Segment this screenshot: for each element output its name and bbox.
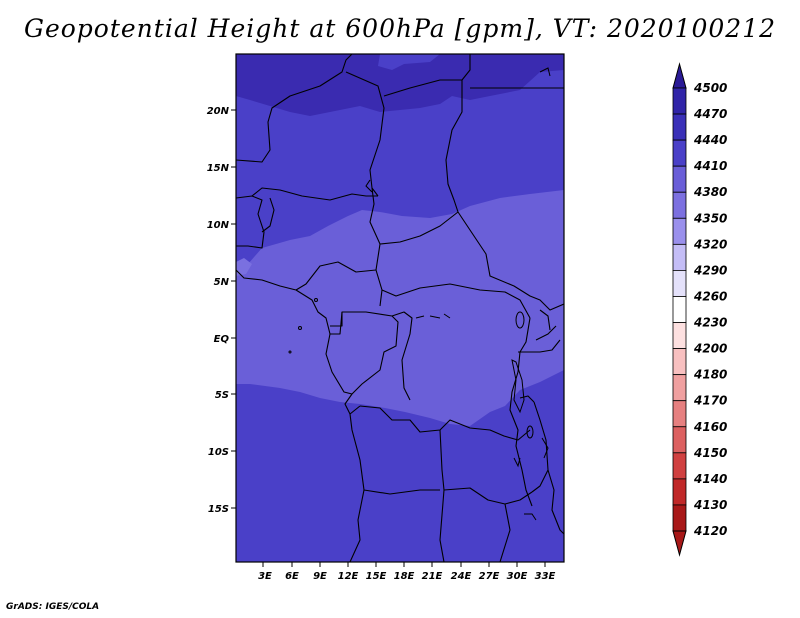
x-tick-label: 9E bbox=[313, 571, 327, 582]
x-tick-label: 33E bbox=[535, 571, 556, 582]
x-tick-label: 15E bbox=[366, 571, 387, 582]
colorbar-label: 4320 bbox=[693, 237, 727, 251]
colorbar-segment bbox=[672, 113, 687, 141]
y-tick-label: 5N bbox=[214, 277, 230, 288]
colorbar-segment bbox=[672, 478, 687, 506]
y-tick-label: 5S bbox=[215, 390, 229, 401]
colorbar-segment bbox=[672, 165, 687, 193]
footer-credit: GrADS: IGES/COLA bbox=[6, 602, 100, 612]
colorbar-segment bbox=[672, 348, 687, 376]
x-tick-label: 18E bbox=[394, 571, 415, 582]
colorbar-segment bbox=[672, 452, 687, 480]
x-axis: 3E 6E 9E 12E 15E 18E 21E 24E 27E 30E 33E bbox=[258, 562, 556, 582]
colorbar-label: 4500 bbox=[693, 81, 727, 95]
colorbar-segment bbox=[672, 504, 687, 532]
contour-band-4380 bbox=[236, 258, 252, 276]
country-borders bbox=[236, 54, 564, 562]
colorbar-segment bbox=[672, 243, 687, 271]
colorbar-segment bbox=[672, 374, 687, 402]
colorbar-label: 4140 bbox=[693, 472, 727, 486]
y-axis: 20N 15N 10N 5N EQ 5S 10S 15S bbox=[207, 106, 236, 515]
x-tick-label: 3E bbox=[258, 571, 272, 582]
colorbar-label: 4380 bbox=[693, 185, 727, 199]
y-tick-label: EQ bbox=[214, 334, 230, 345]
colorbar-label: 4260 bbox=[693, 289, 727, 303]
x-tick-label: 6E bbox=[285, 571, 299, 582]
colorbar-segment bbox=[672, 139, 687, 167]
y-tick-label: 15S bbox=[208, 504, 229, 515]
colorbar-label: 4130 bbox=[693, 498, 727, 512]
colorbar-label: 4230 bbox=[693, 316, 727, 330]
geopotential-field bbox=[236, 54, 564, 562]
colorbar-label: 4180 bbox=[693, 368, 727, 382]
colorbar-label: 4160 bbox=[693, 420, 727, 434]
y-tick-label: 10S bbox=[208, 447, 229, 458]
colorbar-segment bbox=[672, 87, 687, 115]
colorbar-segment bbox=[672, 296, 687, 323]
colorbar-label: 4200 bbox=[693, 342, 727, 356]
map-title: Geopotential Height at 600hPa [gpm], VT:… bbox=[23, 14, 777, 43]
colorbar-label: 4410 bbox=[693, 159, 727, 173]
x-tick-label: 21E bbox=[422, 571, 443, 582]
colorbar-segment bbox=[672, 191, 687, 219]
colorbar-segment bbox=[672, 270, 687, 297]
y-tick-label: 15N bbox=[207, 163, 230, 174]
colorbar-top-arrow bbox=[672, 62, 687, 89]
contour-band-4410 bbox=[236, 190, 564, 426]
colorbar-label: 4350 bbox=[693, 211, 727, 225]
contour-band-4470 bbox=[236, 54, 564, 116]
colorbar-label: 4120 bbox=[693, 524, 727, 538]
colorbar-label: 4170 bbox=[693, 394, 727, 408]
x-tick-label: 12E bbox=[338, 571, 359, 582]
colorbar-label: 4440 bbox=[693, 133, 727, 147]
colorbar: 4500 4470 4440 4410 4380 4350 4320 4290 4260 4230… bbox=[672, 62, 727, 557]
colorbar-bottom-arrow bbox=[672, 530, 687, 557]
colorbar-segment bbox=[672, 217, 687, 245]
x-tick-label: 30E bbox=[507, 571, 528, 582]
map-frame bbox=[235, 53, 565, 563]
colorbar-segment bbox=[672, 322, 687, 349]
colorbar-segment bbox=[672, 400, 687, 428]
lakes bbox=[288, 67, 551, 521]
y-tick-label: 10N bbox=[207, 220, 230, 231]
colorbar-label: 4150 bbox=[693, 446, 727, 460]
colorbar-label: 4290 bbox=[693, 263, 727, 277]
x-tick-label: 27E bbox=[479, 571, 500, 582]
y-tick-label: 20N bbox=[207, 106, 230, 117]
x-tick-label: 24E bbox=[451, 571, 472, 582]
colorbar-label: 4470 bbox=[693, 107, 727, 121]
colorbar-segment bbox=[672, 426, 687, 454]
